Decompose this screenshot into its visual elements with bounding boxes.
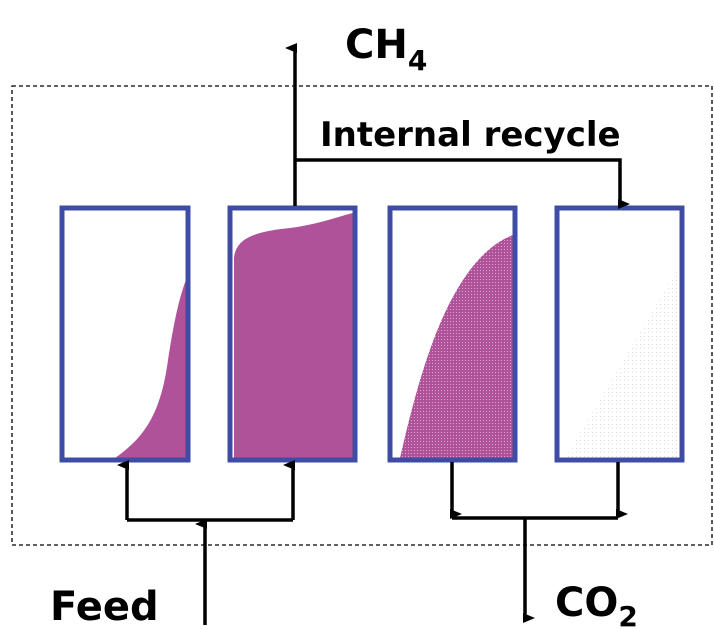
- profile-3: [400, 235, 513, 458]
- profile-2: [234, 213, 353, 458]
- profile-4: [565, 265, 680, 458]
- recycle-arrow: [295, 158, 630, 209]
- co2-sub: 2: [618, 600, 637, 630]
- co2-label: CO2: [555, 580, 638, 630]
- system-boundary: [11, 85, 713, 546]
- methane-label: CH4: [345, 22, 427, 77]
- co2-main: CO: [555, 580, 618, 626]
- column-3: [387, 205, 518, 463]
- methane-main: CH: [345, 22, 408, 68]
- profile-1: [115, 280, 186, 458]
- feed-label: Feed: [50, 584, 159, 630]
- methane-sub: 4: [408, 44, 427, 77]
- recycle-label: Internal recycle: [320, 115, 621, 155]
